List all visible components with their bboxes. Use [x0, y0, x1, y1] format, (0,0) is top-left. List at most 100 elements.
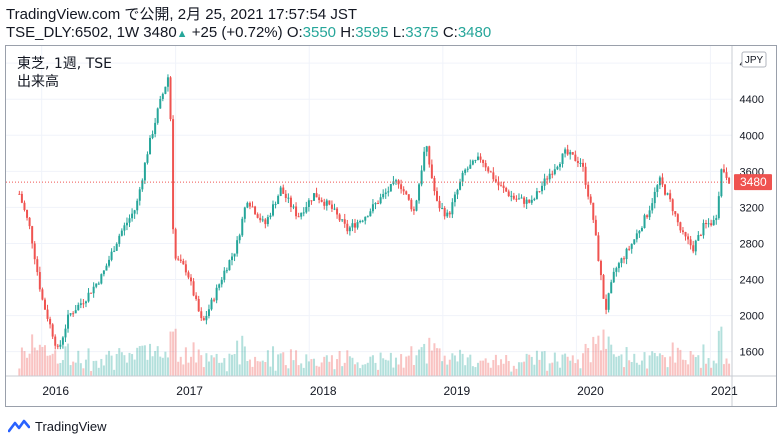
volume-bar	[410, 346, 413, 376]
candle-body	[23, 202, 26, 210]
candle-body	[584, 166, 587, 185]
volume-bar	[251, 366, 254, 376]
candle-body	[587, 184, 590, 197]
volume-bar	[448, 359, 451, 376]
volume-bar	[256, 361, 259, 376]
candle-body	[487, 167, 490, 172]
volume-bar	[318, 366, 321, 376]
volume-bar	[238, 364, 241, 376]
candle-body	[538, 191, 541, 193]
volume-bar	[658, 353, 661, 376]
volume-bar	[264, 361, 267, 376]
candle-body	[218, 284, 221, 288]
volume-bar	[474, 367, 477, 376]
volume-bar	[553, 352, 556, 376]
volume-bar	[500, 359, 503, 376]
volume-bar	[341, 366, 344, 376]
footer[interactable]: TradingView	[8, 416, 107, 436]
volume-bar	[95, 360, 98, 376]
volume-bar	[451, 353, 454, 376]
candle-body	[615, 268, 618, 272]
candle-body	[348, 227, 351, 232]
candle-body	[500, 185, 503, 187]
volume-bar	[218, 362, 221, 376]
candle-body	[420, 170, 423, 185]
footer-brand: TradingView	[35, 418, 107, 434]
volume-bar	[279, 353, 282, 376]
volume-bar	[79, 363, 82, 376]
candle-body	[446, 212, 449, 217]
candle-body	[41, 289, 44, 300]
volume-bar	[207, 361, 210, 376]
volume-bar	[571, 355, 574, 376]
volume-bar	[523, 361, 526, 376]
candle-body	[418, 184, 421, 201]
candle-body	[497, 181, 500, 186]
candle-body	[282, 187, 285, 194]
candle-body	[576, 160, 579, 163]
low-value: 3375	[405, 24, 439, 41]
volume-bar	[579, 368, 582, 376]
candle-body	[192, 281, 195, 296]
candle-body	[182, 260, 185, 265]
candle-body	[474, 159, 477, 161]
volume-bar	[64, 346, 67, 376]
candle-body	[46, 309, 49, 319]
volume-bar	[558, 367, 561, 376]
candle-body	[674, 211, 677, 215]
volume-bar	[59, 362, 62, 376]
x-tick-label: 2017	[176, 384, 203, 398]
candle-body	[687, 236, 690, 240]
price-chart[interactable]: 160020002400280032003600400044004800 201…	[6, 46, 776, 406]
candle-body	[113, 250, 116, 252]
candle-body	[51, 324, 54, 337]
candle-body	[635, 233, 638, 240]
last-price: 3480	[143, 24, 177, 41]
volume-bar	[151, 356, 154, 376]
candle-body	[241, 218, 244, 236]
candle-body	[464, 169, 467, 173]
volume-bar	[351, 357, 354, 376]
volume-bar	[512, 365, 515, 376]
candle-body	[210, 299, 213, 310]
candle-body	[469, 164, 472, 169]
candle-body	[259, 217, 262, 221]
volume-bar	[502, 363, 505, 376]
candle-body	[149, 137, 152, 155]
volume-bar	[67, 343, 70, 376]
candle-body	[100, 274, 103, 284]
volume-bar	[479, 360, 482, 376]
candle-body	[433, 178, 436, 192]
candle-body	[400, 184, 403, 190]
volume-bar	[366, 362, 369, 376]
candle-body	[715, 218, 718, 221]
candle-body	[364, 216, 367, 221]
chart-grid	[6, 46, 732, 376]
candle-body	[28, 217, 31, 227]
x-tick-label: 2016	[42, 384, 69, 398]
volume-bar	[292, 360, 295, 376]
candle-body	[717, 196, 720, 219]
volume-bar	[646, 368, 649, 376]
candle-body	[200, 311, 203, 319]
candle-body	[312, 193, 315, 201]
candle-body	[605, 298, 608, 310]
volume-bar	[295, 350, 298, 376]
volume-bar	[136, 347, 139, 376]
volume-bar	[23, 351, 26, 376]
candle-body	[215, 287, 218, 301]
candle-body	[26, 209, 29, 218]
candle-body	[136, 200, 139, 211]
volume-bar	[489, 367, 492, 376]
time-axis: 2016 2017 2018 2019 2020 2021	[6, 375, 776, 398]
candle-body	[684, 231, 687, 237]
candle-body	[676, 214, 679, 223]
volume-bar	[612, 354, 615, 376]
volume-bar	[118, 348, 121, 376]
candle-body	[67, 314, 70, 329]
volume-bar	[469, 354, 472, 376]
volume-bar	[459, 349, 462, 376]
candle-body	[640, 227, 643, 231]
volume-bar	[77, 350, 80, 376]
volume-bar	[223, 358, 226, 376]
